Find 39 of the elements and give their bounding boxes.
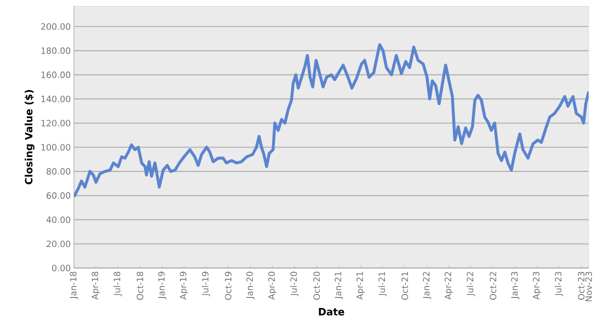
x-tick-label: Apr-23 — [532, 272, 542, 300]
x-tick-label: Jan-23 — [511, 272, 520, 300]
x-tick-label: Jan-19 — [158, 272, 166, 300]
x-tick-label: Apr-19 — [180, 272, 188, 300]
y-tick-label: 20.00 — [46, 240, 70, 248]
x-tick-label: Oct-20 — [313, 272, 320, 300]
x-tick-label: Apr-22 — [444, 272, 453, 300]
y-tick-label: 140.00 — [41, 96, 70, 102]
x-tick-label: Jul-22 — [466, 272, 475, 296]
x-tick-label: Jul-23 — [554, 272, 564, 296]
y-tick-label: 100.00 — [41, 144, 70, 151]
x-tick-label: Jul-18 — [114, 272, 122, 296]
x-tick-label: Jan-21 — [334, 272, 343, 300]
y-axis-title: Closing Value ($) — [24, 90, 34, 184]
line-series — [74, 43, 589, 198]
y-tick-label: 180.00 — [41, 47, 70, 54]
x-tick-label: Nov-23 — [585, 272, 592, 302]
x-tick-label: Apr-21 — [356, 272, 365, 300]
x-tick-label: Jan-18 — [70, 272, 78, 300]
x-tick-label: Oct-19 — [224, 272, 232, 300]
x-tick-label: Oct-23 — [578, 272, 584, 300]
x-tick-label: Oct-21 — [402, 272, 408, 300]
y-tick-label: 60.00 — [46, 192, 70, 199]
y-tick-label: 160.00 — [41, 72, 70, 78]
x-tick-label: Apr-18 — [92, 272, 100, 300]
y-tick-label: 200.00 — [41, 23, 70, 30]
x-tick-label: Jul-20 — [290, 272, 299, 296]
y-tick-label: 0.00 — [52, 264, 70, 272]
y-tick-label: 80.00 — [46, 168, 70, 175]
x-tick-label: Jan-22 — [422, 272, 432, 300]
x-tick-label: Jul-21 — [378, 272, 387, 296]
x-axis-title: Date — [318, 308, 344, 316]
x-tick-label: Oct-22 — [490, 272, 496, 300]
x-tick-label: Jul-19 — [202, 272, 210, 296]
x-tick-label: Apr-20 — [268, 272, 276, 300]
y-tick-label: 120.00 — [41, 120, 70, 126]
x-tick-label: Oct-18 — [136, 272, 144, 300]
y-tick-label: 40.00 — [46, 216, 70, 223]
x-tick-label: Jan-20 — [246, 272, 254, 300]
